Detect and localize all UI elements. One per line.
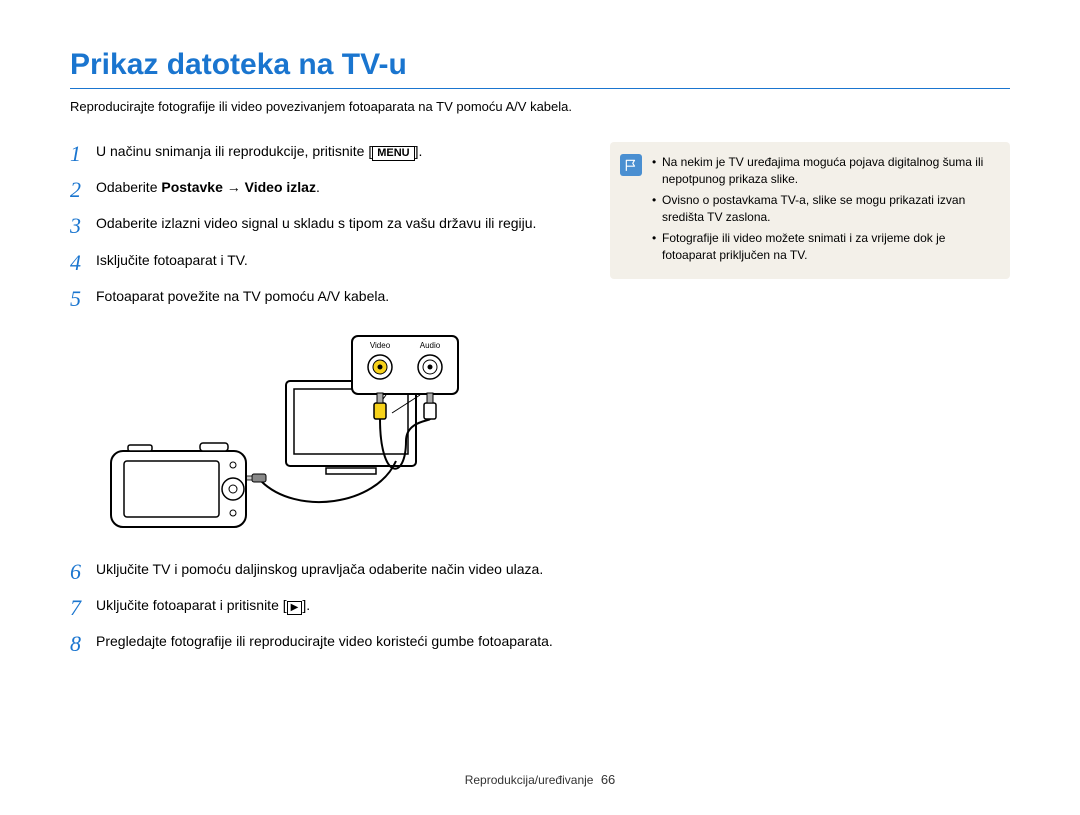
step-1: 1 U načinu snimanja ili reprodukcije, pr… [70, 142, 560, 166]
step-4: 4 Isključite fotoaparat i TV. [70, 251, 560, 275]
step-text: Isključite fotoaparat i TV. [96, 251, 560, 275]
video-jack-label: Video [370, 341, 391, 350]
footer-section: Reprodukcija/uređivanje [465, 773, 594, 787]
page-footer: Reprodukcija/uređivanje 66 [0, 772, 1080, 787]
cable-main [261, 461, 396, 502]
steps-column: 1 U načinu snimanja ili reprodukcije, pr… [70, 142, 560, 669]
note-item: Ovisno o postavkama TV-a, slike se mogu … [652, 192, 996, 227]
audio-jack-label: Audio [420, 341, 441, 350]
av-jack-panel: Video Audio [352, 336, 458, 394]
note-box: Na nekim je TV uređajima moguća pojava d… [610, 142, 1010, 279]
step-number: 6 [70, 560, 96, 584]
av-cable-diagram: Video Audio [96, 331, 476, 541]
step-text: Fotoaparat povežite na TV pomoću A/V kab… [96, 287, 560, 311]
step-2: 2 Odaberite Postavke → Video izlaz. [70, 178, 560, 202]
page-title: Prikaz datoteka na TV-u [70, 48, 1010, 89]
step-5: 5 Fotoaparat povežite na TV pomoću A/V k… [70, 287, 560, 311]
step-8: 8 Pregledajte fotografije ili reproducir… [70, 632, 560, 656]
step-6: 6 Uključite TV i pomoću daljinskog uprav… [70, 560, 560, 584]
step-text: Odaberite Postavke → Video izlaz. [96, 178, 560, 202]
note-icon [620, 154, 642, 176]
step-7-pre: Uključite fotoaparat i pritisnite [ [96, 597, 287, 613]
step-number: 4 [70, 251, 96, 275]
step-number: 7 [70, 596, 96, 620]
playback-button-icon: ▶ [287, 601, 303, 615]
step-7: 7 Uključite fotoaparat i pritisnite [▶]. [70, 596, 560, 620]
step-text: U načinu snimanja ili reprodukcije, prit… [96, 142, 560, 166]
step-text: Pregledajte fotografije ili reproduciraj… [96, 632, 560, 656]
step-7-post: ]. [302, 597, 310, 613]
mini-plug [252, 474, 266, 482]
step-number: 1 [70, 142, 96, 166]
step-number: 5 [70, 287, 96, 311]
page-subtitle: Reproducirajte fotografije ili video pov… [70, 99, 1010, 114]
step-number: 3 [70, 214, 96, 238]
step-1-post: ]. [415, 143, 423, 159]
step-2-post: . [316, 179, 320, 195]
step-text: Odaberite izlazni video signal u skladu … [96, 214, 560, 238]
step-number: 8 [70, 632, 96, 656]
camera-icon [111, 443, 246, 527]
rca-plug-audio [424, 393, 436, 419]
page-number: 66 [601, 772, 615, 787]
step-2-pre: Odaberite [96, 179, 161, 195]
step-text: Uključite TV i pomoću daljinskog upravlj… [96, 560, 560, 584]
step-text: Uključite fotoaparat i pritisnite [▶]. [96, 596, 560, 620]
note-item: Fotografije ili video možete snimati i z… [652, 230, 996, 265]
menu-button-label: MENU [372, 146, 414, 161]
step-3: 3 Odaberite izlazni video signal u sklad… [70, 214, 560, 238]
step-2-bold: Postavke → Video izlaz [161, 179, 316, 195]
note-item: Na nekim je TV uređajima moguća pojava d… [652, 154, 996, 189]
step-number: 2 [70, 178, 96, 202]
step-1-pre: U načinu snimanja ili reprodukcije, prit… [96, 143, 372, 159]
